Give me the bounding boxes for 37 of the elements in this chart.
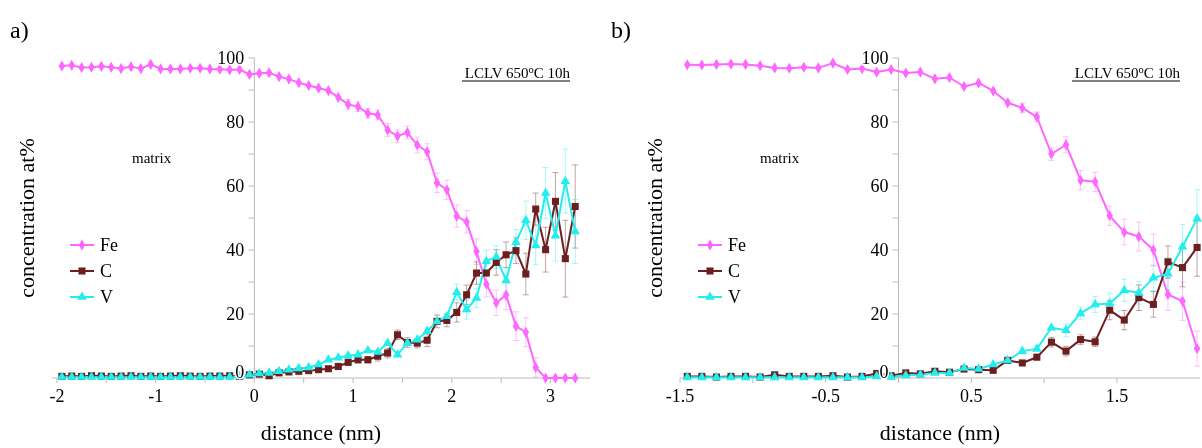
x-tick-label: -0.5 [811,386,840,406]
y-tick-label: 80 [226,112,245,133]
y-tick-label: 60 [226,176,245,197]
x-tick-label: 1.5 [1105,386,1129,406]
y-tick-label: 40 [226,240,245,261]
annotation: LCLV 650$^{o}$C 10h [1074,63,1181,81]
legend-label: V [728,287,741,308]
x-tick-label: -1.5 [665,386,695,406]
y-tick-label: 100 [861,48,889,69]
y-tick-label: 20 [226,304,245,325]
y-tick-label: 0 [235,362,245,383]
x-tick-label: -2 [49,386,65,406]
x-tick-label: 3 [546,386,556,406]
legend-label: V [100,287,113,308]
y-tick-label: 40 [870,240,889,261]
x-tick-label: 0 [249,386,259,406]
annotation: matrix [132,150,172,166]
x-tick-label: -1 [148,386,164,406]
x-axis-title: distance (nm) [879,420,1001,445]
legend-label: C [100,261,113,282]
x-tick-label: 0.5 [960,386,983,406]
y-tick-label: 80 [870,112,889,133]
x-axis-title: distance (nm) [260,420,382,445]
y-tick-label: 20 [870,304,889,325]
legend-label: C [728,261,741,282]
legend-label: Fe [728,235,747,256]
annotation: matrix [760,150,800,166]
y-tick-label: 100 [217,48,245,69]
legend-label: Fe [100,235,119,256]
chart-title: a) [10,17,29,43]
annotation: LCLV 650$^{o}$C 10h [464,63,571,81]
y-axis-title: concentration at% [642,138,667,298]
y-axis-title: concentration at% [14,138,39,298]
y-tick-label: 60 [870,176,889,197]
x-tick-label: 2 [447,386,457,406]
chart-title: b) [611,17,631,43]
x-tick-label: 1 [348,386,358,406]
